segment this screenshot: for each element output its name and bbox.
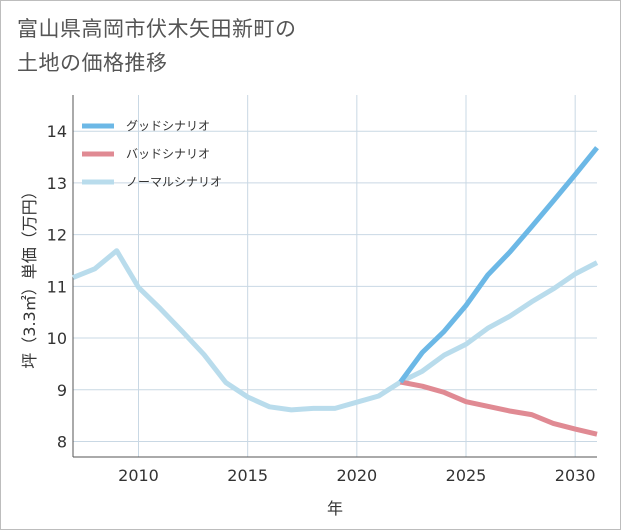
title-line-1: 富山県高岡市伏木矢田新町の: [17, 17, 297, 41]
y-tick-label: 14: [47, 122, 67, 141]
x-tick-label: 2010: [118, 466, 159, 485]
y-tick-label: 9: [57, 381, 67, 400]
y-tick-label: 11: [47, 277, 67, 296]
series-line-bad: [400, 379, 598, 437]
legend-label: ノーマルシナリオ: [126, 175, 222, 189]
chart-title: 富山県高岡市伏木矢田新町の 土地の価格推移: [17, 12, 437, 80]
title-line-2: 土地の価格推移: [17, 51, 168, 75]
x-tick-label: 2025: [446, 466, 487, 485]
y-tick-label: 12: [47, 226, 67, 245]
y-tick-label: 13: [47, 174, 67, 193]
series-line-normal: [72, 248, 599, 413]
y-axis-label: 坪（3.3㎡）単価（万円）: [20, 183, 39, 368]
x-tick-label: 2030: [555, 466, 596, 485]
plot-area: [73, 95, 597, 457]
x-axis-label: 年: [327, 499, 343, 518]
legend-label: バッドシナリオ: [126, 147, 210, 161]
y-tick-label: 10: [47, 329, 67, 348]
x-tick-label: 2015: [227, 466, 268, 485]
x-tick-label: 2020: [336, 466, 377, 485]
legend-label: グッドシナリオ: [126, 119, 210, 133]
series-line-good: [398, 146, 599, 384]
y-tick-label: 8: [57, 432, 67, 451]
